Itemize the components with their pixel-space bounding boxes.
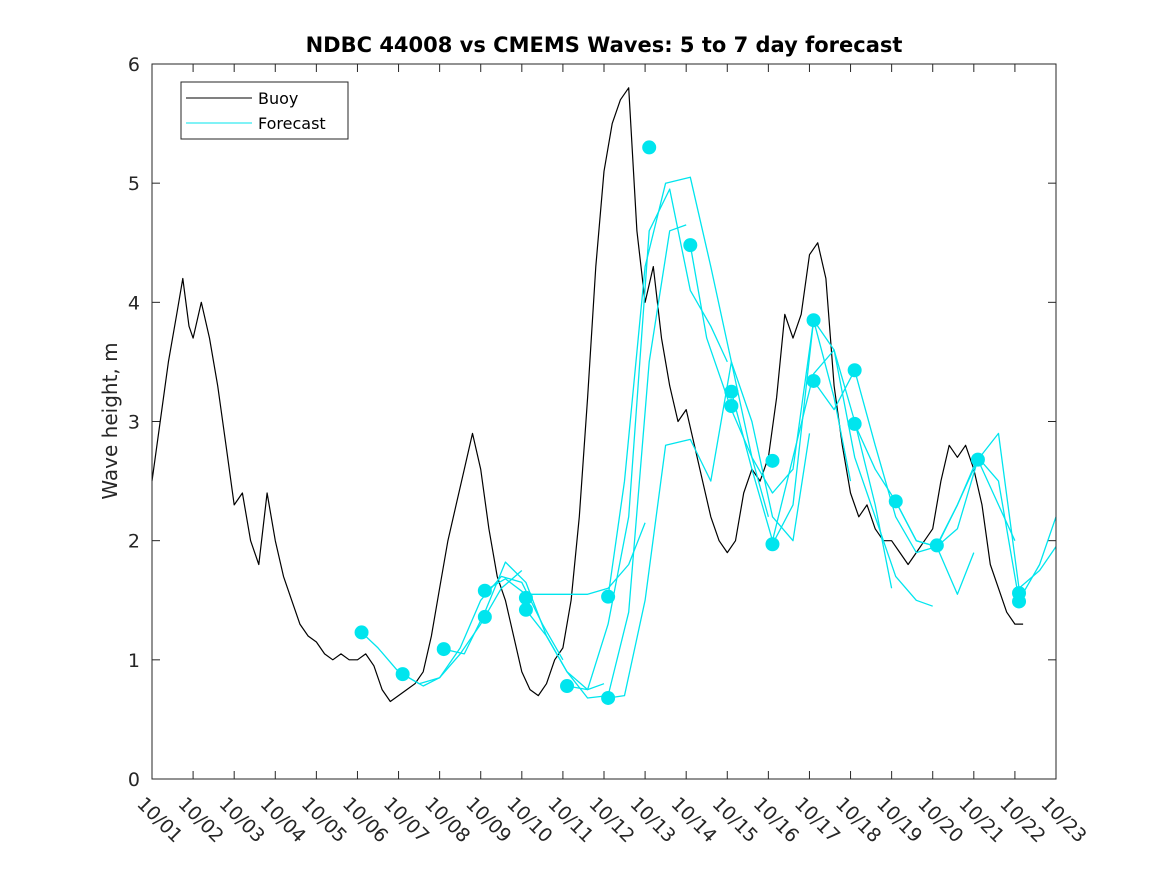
forecast-line: [813, 369, 975, 595]
buoy-series: [151, 87, 1024, 703]
forecast-line: [689, 244, 852, 494]
forecast-marker: [601, 589, 616, 604]
chart-title: NDBC 44008 vs CMEMS Waves: 5 to 7 day fo…: [306, 33, 903, 57]
forecast-markers: [354, 140, 1027, 705]
plot-area: [152, 64, 1056, 779]
buoy-line: [151, 87, 1024, 703]
y-tick-label: 3: [128, 412, 140, 434]
forecast-line: [608, 361, 811, 699]
forecast-marker: [560, 679, 575, 694]
forecast-marker: [765, 537, 780, 552]
forecast-line: [402, 575, 564, 687]
forecast-marker: [806, 313, 821, 328]
forecast-marker: [929, 538, 944, 553]
plot-frame: [151, 63, 1057, 780]
y-tick-label: 5: [128, 173, 140, 195]
forecast-line: [484, 522, 646, 595]
y-tick-label: 1: [128, 650, 140, 672]
forecast-marker: [477, 583, 492, 598]
y-tick-label: 6: [128, 54, 140, 76]
y-axis-label: Wave height, m: [98, 342, 122, 499]
forecast-line: [607, 176, 770, 597]
legend-forecast-label: Forecast: [258, 114, 326, 133]
forecast-line: [730, 349, 893, 589]
forecast-marker: [765, 453, 780, 468]
forecast-marker: [724, 399, 739, 414]
forecast-line: [566, 188, 728, 691]
y-tick-labels: 0 1 2 3 4 5 6: [128, 54, 140, 791]
y-tick-label: 4: [128, 292, 140, 314]
forecast-marker: [395, 667, 410, 682]
legend-buoy-label: Buoy: [258, 89, 298, 108]
forecast-marker: [601, 690, 616, 705]
legend-box: [180, 81, 349, 140]
forecast-series: [361, 176, 1057, 699]
forecast-line: [936, 456, 1057, 601]
forecast-marker: [642, 140, 657, 155]
axis-ticks: [151, 63, 1057, 780]
forecast-marker: [518, 602, 533, 617]
forecast-marker: [724, 384, 739, 399]
legend: Buoy Forecast: [180, 81, 349, 140]
forecast-marker: [436, 642, 451, 657]
forecast-marker: [683, 238, 698, 253]
forecast-marker: [806, 373, 821, 388]
forecast-marker: [477, 609, 492, 624]
forecast-marker: [847, 363, 862, 378]
forecast-marker: [970, 452, 985, 467]
forecast-marker: [1012, 594, 1027, 609]
forecast-marker: [354, 625, 369, 640]
y-tick-label: 0: [128, 769, 140, 791]
forecast-marker: [847, 416, 862, 431]
forecast-marker: [888, 494, 903, 509]
forecast-line: [443, 561, 605, 691]
forecast-marker: [518, 590, 533, 605]
forecast-line: [771, 319, 933, 607]
y-tick-label: 2: [128, 531, 140, 553]
